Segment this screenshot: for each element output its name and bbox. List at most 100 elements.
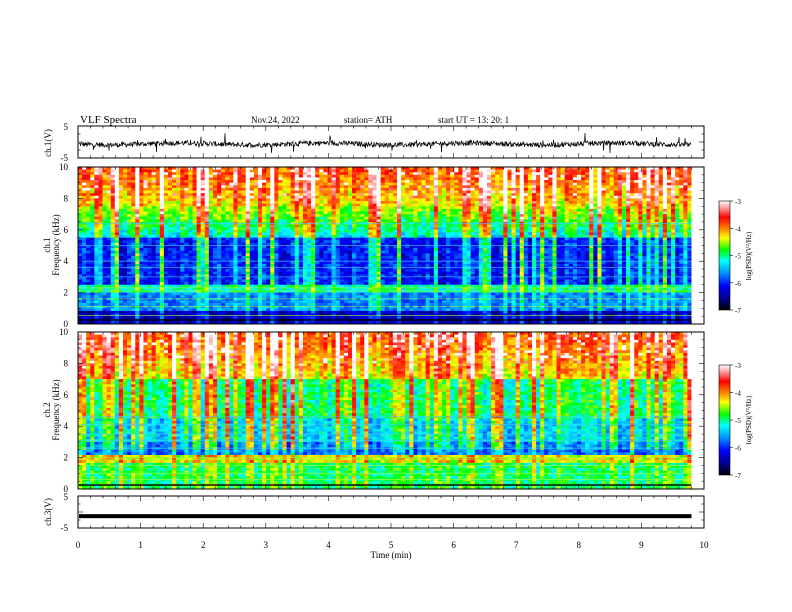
spectrogram-cell — [94, 170, 98, 173]
spectrogram-cell — [364, 238, 368, 241]
spectrogram-cell — [287, 191, 291, 194]
spectrogram-cell — [111, 206, 115, 209]
spectrogram-cell — [520, 246, 524, 249]
spectrogram-cell — [254, 248, 258, 251]
spectrogram-cell — [516, 246, 520, 249]
spectrogram-cell — [512, 246, 516, 249]
spectrogram-cell — [266, 191, 270, 194]
spectrogram-cell — [573, 206, 577, 209]
spectrogram-cell — [172, 232, 176, 235]
spectrogram-cell — [651, 217, 655, 220]
spectrogram-cell — [238, 214, 242, 217]
spectrogram-cell — [573, 209, 577, 212]
spectrogram-cell — [573, 246, 577, 249]
spectrogram-cell — [348, 188, 352, 191]
spectrogram-cell — [311, 180, 315, 183]
spectrogram-cell — [503, 235, 507, 238]
spectrogram-cell — [589, 204, 593, 207]
spectrogram-cell — [299, 240, 303, 243]
spectrogram-cell — [103, 185, 107, 188]
spectrogram-cell — [94, 209, 98, 212]
spectrogram-cell — [638, 214, 642, 217]
spectrogram-cell — [356, 246, 360, 249]
spectrogram-cell — [148, 201, 152, 204]
spectrogram-cell — [602, 177, 606, 180]
spectrogram-cell — [332, 196, 336, 199]
spectrogram-cell — [524, 201, 528, 204]
spectrogram-cell — [197, 193, 201, 196]
spectrogram-cell — [238, 248, 242, 251]
spectrogram-cell — [479, 196, 483, 199]
spectrogram-cell — [389, 172, 393, 175]
spectrogram-cell — [442, 188, 446, 191]
spectrogram-cell — [462, 251, 466, 254]
spectrogram-cell — [209, 183, 213, 186]
spectrogram-cell — [503, 196, 507, 199]
spectrogram-cell — [397, 196, 401, 199]
spectrogram-cell — [340, 196, 344, 199]
spectrogram-cell — [307, 227, 311, 230]
spectrogram-cell — [552, 175, 556, 178]
spectrogram-cell — [303, 225, 307, 228]
spectrogram-cell — [589, 246, 593, 249]
spectrogram-cell — [287, 201, 291, 204]
spectrogram-cell — [364, 204, 368, 207]
spectrogram-cell — [270, 201, 274, 204]
spectrogram-cell — [606, 217, 610, 220]
spectrogram-cell — [585, 232, 589, 235]
spectrogram-cell — [618, 235, 622, 238]
spectrogram-cell — [626, 225, 630, 228]
spectrogram-cell — [94, 196, 98, 199]
spectrogram-cell — [642, 232, 646, 235]
spectrogram-cell — [209, 235, 213, 238]
spectrogram-cell — [356, 230, 360, 233]
spectrogram-cell — [426, 196, 430, 199]
spectrogram-cell — [479, 204, 483, 207]
spectrogram-cell — [655, 219, 659, 222]
spectrogram-cell — [356, 225, 360, 228]
spectrogram-cell — [483, 214, 487, 217]
spectrogram-cell — [242, 214, 246, 217]
spectrogram-cell — [679, 251, 683, 254]
spectrogram-cell — [610, 196, 614, 199]
spectrogram-cell — [168, 188, 172, 191]
spectrogram-cell — [205, 170, 209, 173]
spectrogram-cell — [397, 180, 401, 183]
spectrogram-cell — [581, 211, 585, 214]
spectrogram-cell — [356, 227, 360, 230]
spectrogram-cell — [614, 183, 618, 186]
spectrogram-cell — [119, 248, 123, 251]
spectrogram-cell — [356, 183, 360, 186]
spectrogram-cell — [164, 248, 168, 251]
spectrogram-cell — [393, 232, 397, 235]
spectrogram-cell — [512, 191, 516, 194]
spectrogram-cell — [156, 240, 160, 243]
spectrogram-cell — [86, 201, 90, 204]
spectrogram-cell — [471, 175, 475, 178]
spectrogram-cell — [180, 172, 184, 175]
spectrogram-cell — [233, 217, 237, 220]
spectrogram-cell — [123, 230, 127, 233]
spectrogram-cell — [524, 251, 528, 254]
spectrogram-cell — [152, 238, 156, 241]
spectrogram-cell — [663, 170, 667, 173]
spectrogram-cell — [262, 177, 266, 180]
spectrogram-cell — [274, 191, 278, 194]
spectrogram-cell — [471, 232, 475, 235]
spectrogram-cell — [475, 188, 479, 191]
spectrogram-cell — [520, 206, 524, 209]
spectrogram-cell — [229, 227, 233, 230]
spectrogram-cell — [507, 248, 511, 251]
spectrogram-cell — [205, 209, 209, 212]
spectrogram-cell — [233, 206, 237, 209]
spectrogram-cell — [98, 253, 102, 256]
spectrogram-cell — [446, 193, 450, 196]
spectrogram-cell — [94, 177, 98, 180]
spectrogram-cell — [217, 177, 221, 180]
spectrogram-cell — [409, 248, 413, 251]
spectrogram-cell — [103, 170, 107, 173]
spectrogram-cell — [491, 240, 495, 243]
spectrogram-cell — [597, 201, 601, 204]
spectrogram-cell — [364, 198, 368, 201]
spectrogram-cell — [119, 217, 123, 220]
